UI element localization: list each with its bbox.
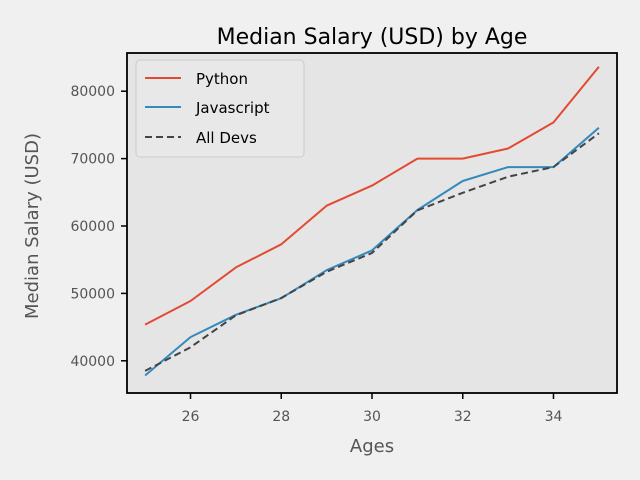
data-point-all-devs	[462, 192, 464, 194]
data-point-python	[552, 121, 554, 123]
legend: Python Javascript All Devs	[135, 59, 305, 158]
data-point-python	[598, 66, 600, 68]
legend-label-javascript: Javascript	[195, 99, 270, 117]
y-tick-label: 80000	[70, 84, 115, 100]
x-tick-label: 34	[545, 409, 563, 425]
legend-label-all-devs: All Devs	[196, 129, 257, 147]
data-point-python	[326, 205, 328, 207]
series-line-python	[144, 66, 600, 326]
data-point-python	[235, 266, 237, 268]
data-point-all-devs	[598, 132, 600, 134]
x-tick-label: 30	[363, 409, 381, 425]
data-point-all-devs	[371, 252, 373, 254]
data-point-python	[190, 300, 192, 302]
data-point-all-devs	[416, 209, 418, 211]
x-tick-label: 32	[454, 409, 472, 425]
data-point-all-devs	[280, 297, 282, 299]
y-tick-label: 70000	[70, 152, 115, 168]
data-point-python	[462, 158, 464, 160]
data-point-javascript	[462, 180, 464, 182]
data-point-all-devs	[235, 314, 237, 316]
x-tick-label: 26	[182, 409, 200, 425]
series-line-javascript	[144, 126, 600, 377]
data-point-all-devs	[552, 166, 554, 168]
data-point-javascript	[598, 127, 600, 129]
data-point-javascript	[190, 336, 192, 338]
data-point-all-devs	[507, 176, 509, 178]
series-line-all-devs	[144, 132, 600, 372]
data-point-javascript	[144, 375, 146, 377]
y-tick-label: 60000	[70, 219, 115, 235]
legend-label-python: Python	[196, 70, 248, 88]
chart-title: Median Salary (USD) by Age	[217, 25, 528, 50]
data-point-all-devs	[326, 271, 328, 273]
y-tick-label: 50000	[70, 286, 115, 302]
data-point-all-devs	[190, 346, 192, 348]
y-axis-label: Median Salary (USD)	[22, 133, 43, 319]
x-axis-label: Ages	[350, 436, 394, 457]
x-tick-label: 28	[272, 409, 290, 425]
series-layer	[144, 66, 600, 377]
x-axis: 26 28 30 32 34	[182, 393, 563, 425]
data-point-python	[416, 158, 418, 160]
y-tick-label: 40000	[70, 354, 115, 370]
data-point-python	[144, 324, 146, 326]
legend-box	[135, 59, 305, 158]
data-point-javascript	[507, 166, 509, 168]
data-point-python	[280, 243, 282, 245]
y-axis: 40000 50000 60000 70000 80000	[70, 84, 127, 370]
data-point-all-devs	[144, 370, 146, 372]
data-point-python	[371, 185, 373, 187]
data-point-python	[507, 148, 509, 150]
